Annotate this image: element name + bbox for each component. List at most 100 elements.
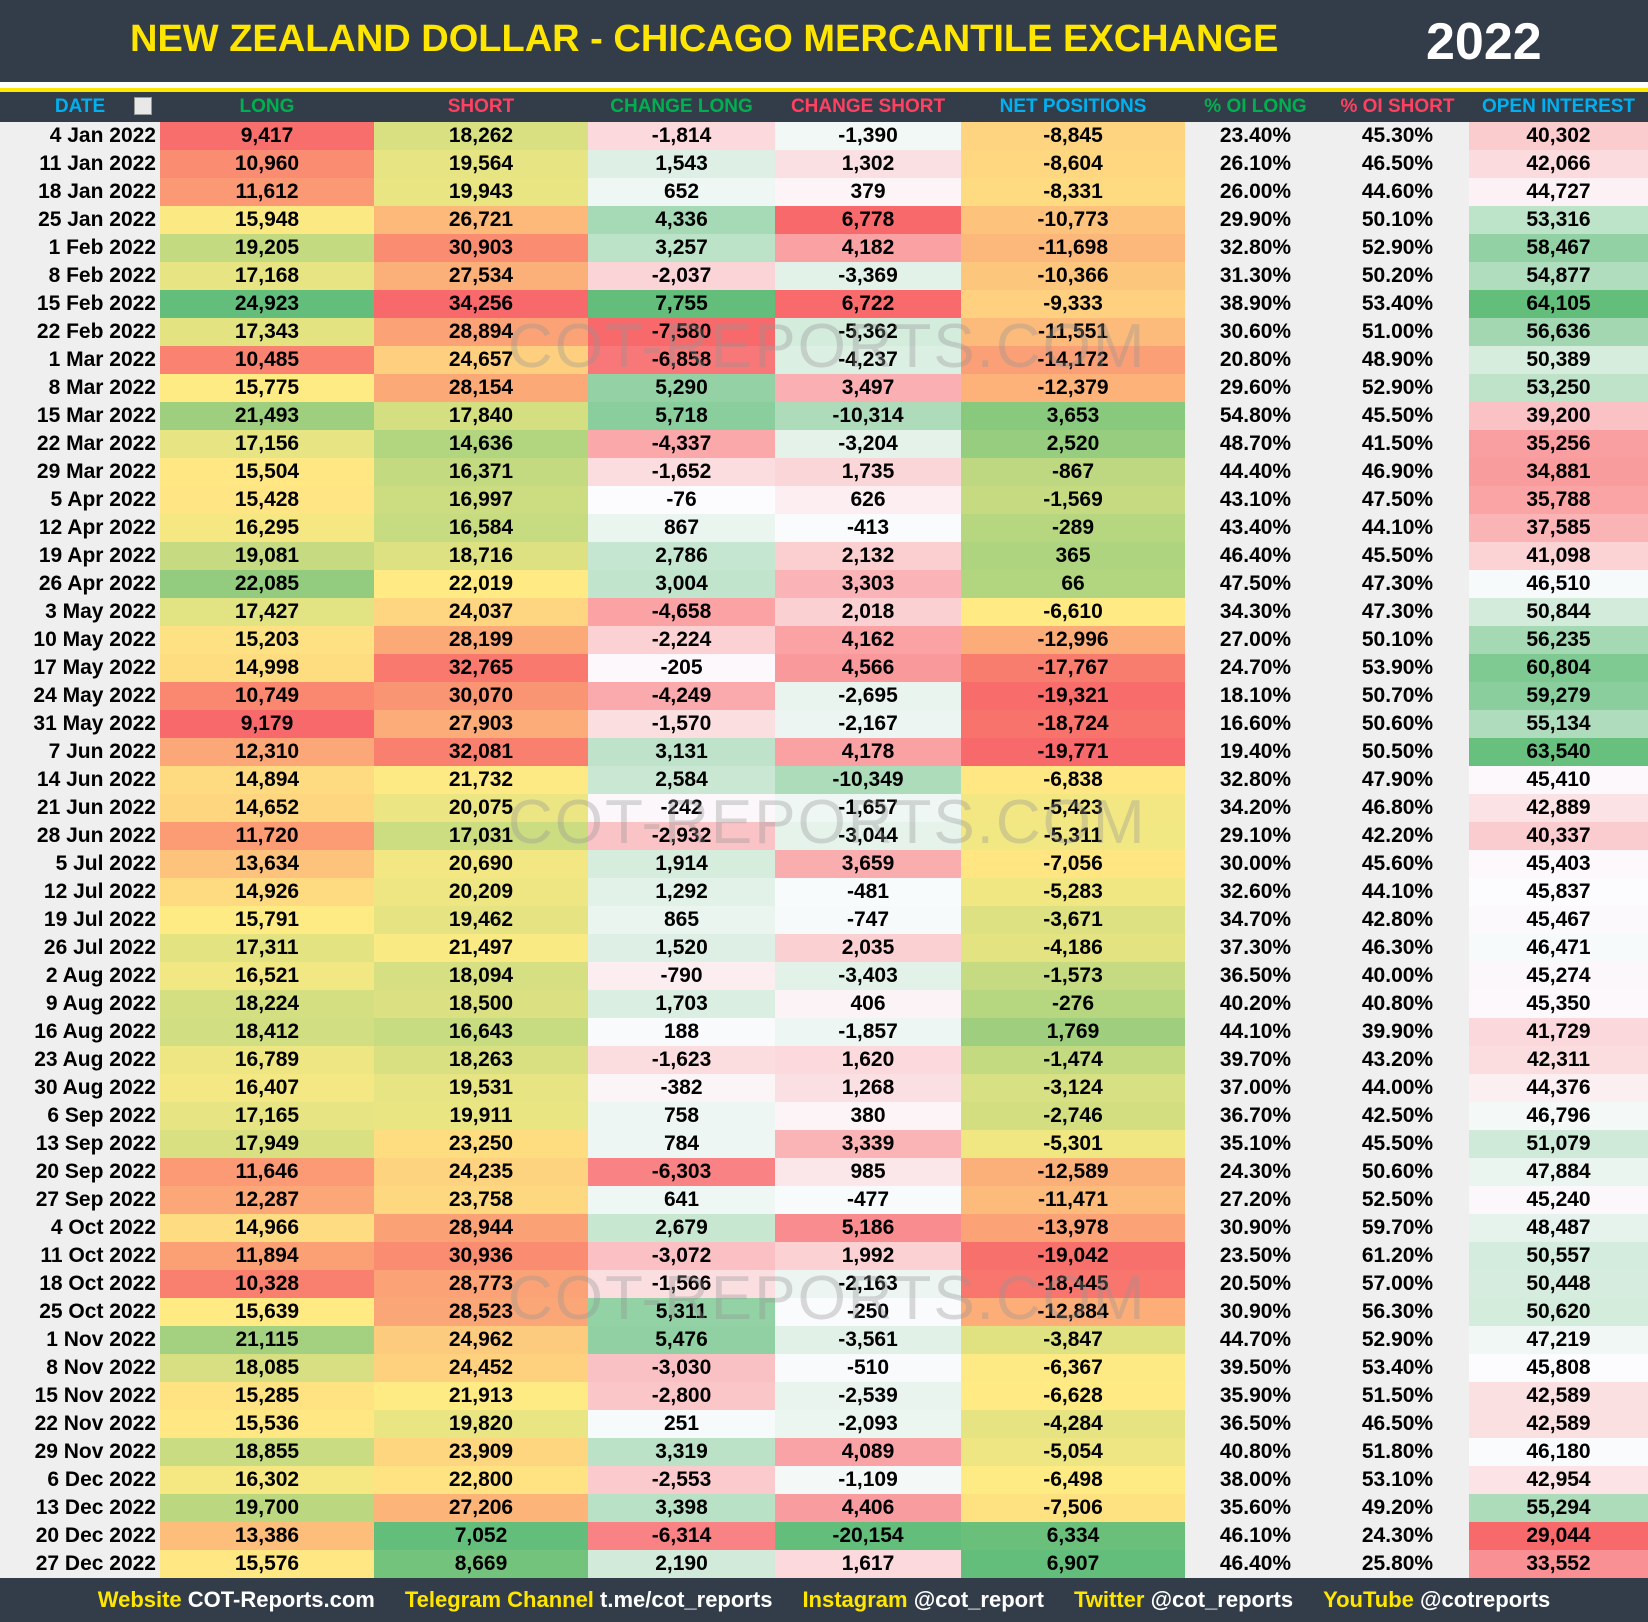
cell: 24,452 [374,1354,588,1382]
cell: -8,331 [961,178,1185,206]
cell: 39,200 [1469,402,1648,430]
column-header: LONG [239,96,295,117]
cell: 11,720 [160,822,374,850]
cell: 52.90% [1326,234,1469,262]
cell: 1,268 [775,1074,961,1102]
cell: 3,319 [588,1438,775,1466]
cell: 5,290 [588,374,775,402]
cell: 3,339 [775,1130,961,1158]
table-row: 20 Dec 2022 13,386 7,052 -6,314 -20,154 6,334… [0,1522,1648,1550]
cell: -6,838 [961,766,1185,794]
cell: -1,566 [588,1270,775,1298]
cell: -1,623 [588,1046,775,1074]
footer-item[interactable]: Instagram @cot_report [802,1587,1044,1613]
cell: 52.90% [1326,374,1469,402]
cell: 784 [588,1130,775,1158]
cell: 42,589 [1469,1410,1648,1438]
table-row: 31 May 2022 9,179 27,903 -1,570 -2,167 -18,72… [0,710,1648,738]
date-cell: 6 Sep 2022 [0,1102,160,1130]
cell: -3,403 [775,962,961,990]
table-row: 22 Mar 2022 17,156 14,636 -4,337 -3,204 2,520… [0,430,1648,458]
cell: 19,700 [160,1494,374,1522]
cell: 4,406 [775,1494,961,1522]
cell: 6,334 [961,1522,1185,1550]
cell: 34.70% [1185,906,1326,934]
cell: 2,520 [961,430,1185,458]
cell: 28,154 [374,374,588,402]
table-row: 16 Aug 2022 18,412 16,643 188 -1,857 1,769 44.… [0,1018,1648,1046]
cell: -11,551 [961,318,1185,346]
date-cell: 20 Dec 2022 [0,1522,160,1550]
cell: 35,788 [1469,486,1648,514]
cell: 44.00% [1326,1074,1469,1102]
cell: 42,311 [1469,1046,1648,1074]
date-cell: 5 Apr 2022 [0,486,160,514]
cell: 32.80% [1185,234,1326,262]
cell: -3,369 [775,262,961,290]
cell: -242 [588,794,775,822]
table-row: 13 Dec 2022 19,700 27,206 3,398 4,406 -7,506 3… [0,1494,1648,1522]
filter-button[interactable] [134,97,152,115]
cell: 56.30% [1326,1298,1469,1326]
cell: -481 [775,878,961,906]
table-row: 22 Feb 2022 17,343 28,894 -7,580 -5,362 -11,5… [0,318,1648,346]
cell: -1,570 [588,710,775,738]
cell: 21,732 [374,766,588,794]
cell: -3,072 [588,1242,775,1270]
watermark: COT-REPORTS.COM [508,312,1147,381]
cell: -6,303 [588,1158,775,1186]
cell: -2,695 [775,682,961,710]
cell: 44.60% [1326,178,1469,206]
date-cell: 22 Nov 2022 [0,1410,160,1438]
date-cell: 5 Jul 2022 [0,850,160,878]
table-row: 15 Mar 2022 21,493 17,840 5,718 -10,314 3,653… [0,402,1648,430]
date-cell: 8 Nov 2022 [0,1354,160,1382]
cell: 15,791 [160,906,374,934]
cell: -4,237 [775,346,961,374]
cell: 39.70% [1185,1046,1326,1074]
cell: -11,698 [961,234,1185,262]
table-row: 1 Mar 2022 10,485 24,657 -6,858 -4,237 -14,17… [0,346,1648,374]
cell: 41.50% [1326,430,1469,458]
cell: 51.80% [1326,1438,1469,1466]
column-header[interactable]: DATE [0,92,160,122]
cell: 28,523 [374,1298,588,1326]
cell: -5,054 [961,1438,1185,1466]
cell: 50.10% [1326,626,1469,654]
date-cell: 22 Feb 2022 [0,318,160,346]
cell: 39.50% [1185,1354,1326,1382]
cell: -3,847 [961,1326,1185,1354]
footer-item[interactable]: Website COT-Reports.com [98,1587,375,1613]
cell: 11,894 [160,1242,374,1270]
footer-item[interactable]: Twitter @cot_reports [1074,1587,1293,1613]
cell: 42.50% [1326,1102,1469,1130]
cell: 1,735 [775,458,961,486]
cell: 15,775 [160,374,374,402]
cell: 19,462 [374,906,588,934]
cell: 17,031 [374,822,588,850]
title: NEW ZEALAND DOLLAR - CHICAGO MERCANTILE … [130,18,1279,60]
cell: -2,800 [588,1382,775,1410]
cell: 2,786 [588,542,775,570]
cell: -12,589 [961,1158,1185,1186]
footer-item[interactable]: YouTube @cotreports [1323,1587,1550,1613]
cell: 30.60% [1185,318,1326,346]
cell: -5,283 [961,878,1185,906]
cell: 3,398 [588,1494,775,1522]
cell: 61.20% [1326,1242,1469,1270]
cell: 10,485 [160,346,374,374]
cell: 40.00% [1326,962,1469,990]
cell: -1,652 [588,458,775,486]
cell: -3,561 [775,1326,961,1354]
cell: -8,604 [961,150,1185,178]
footer-item[interactable]: Telegram Channel t.me/cot_reports [405,1587,773,1613]
cell: 1,703 [588,990,775,1018]
cell: 32.80% [1185,766,1326,794]
date-cell: 2 Aug 2022 [0,962,160,990]
cell: 40.20% [1185,990,1326,1018]
table-header: DATE LONG SHORT CHANGE LONG CHANGE SHORT NET … [0,92,1648,122]
cell: 41,729 [1469,1018,1648,1046]
cell: 7,755 [588,290,775,318]
cell: 8,669 [374,1550,588,1578]
cell: 37.00% [1185,1074,1326,1102]
